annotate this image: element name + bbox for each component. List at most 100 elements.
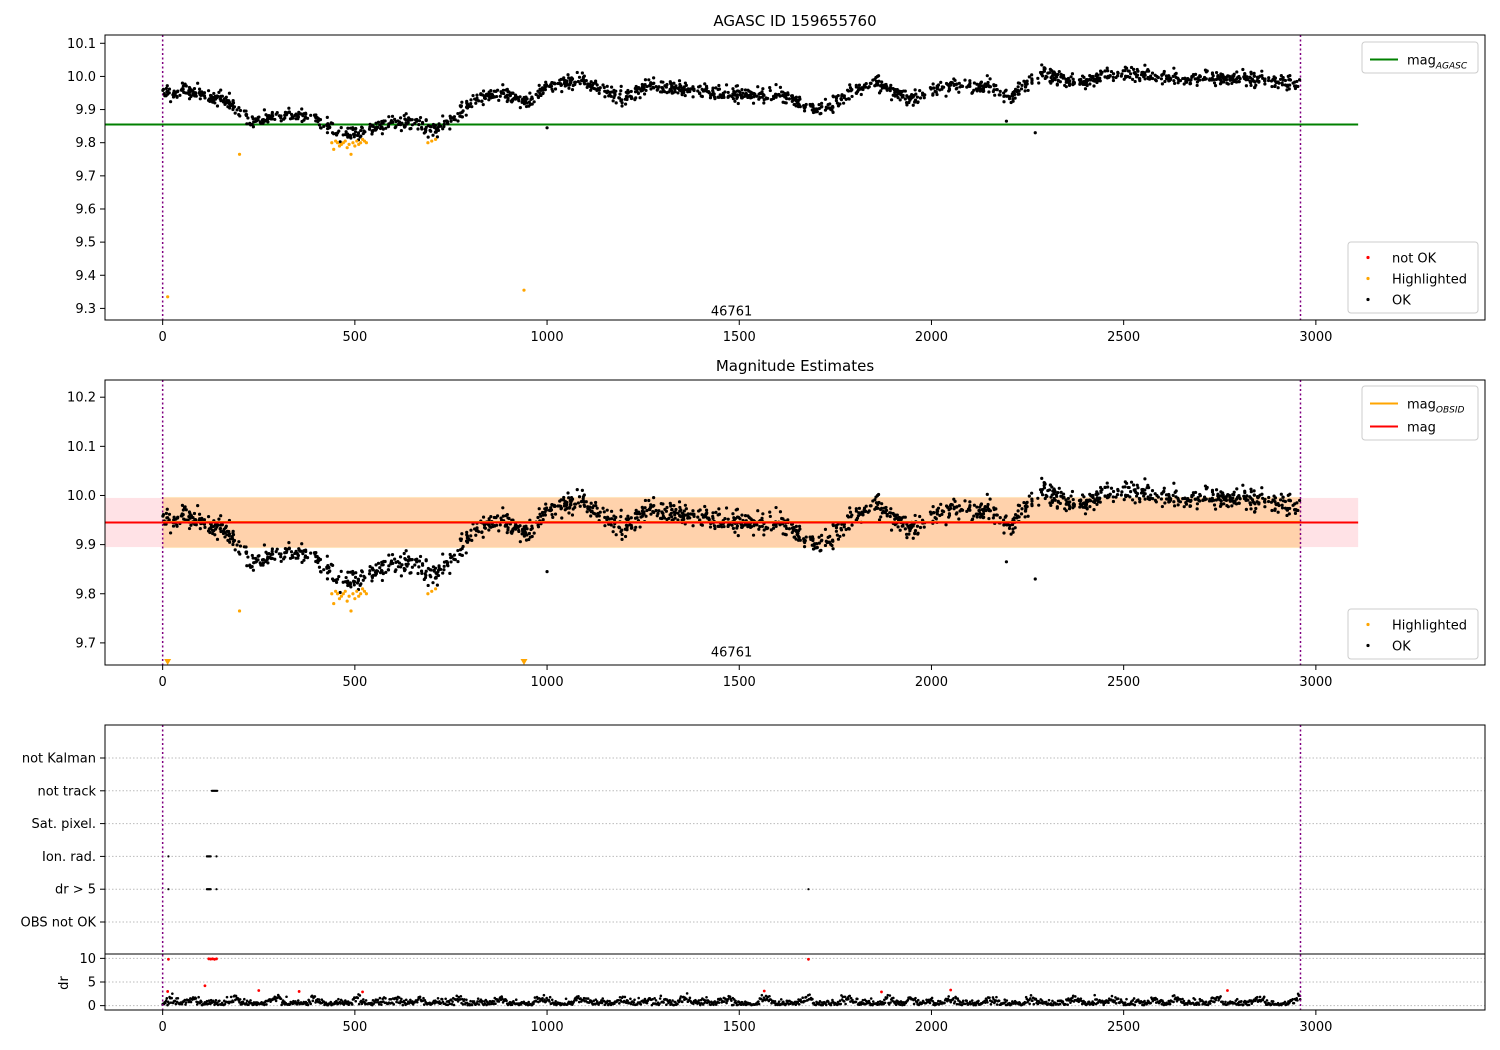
dr-ok-point <box>620 1000 623 1003</box>
agasc-ok-point <box>1224 75 1228 79</box>
agasc-ok-point <box>1071 80 1075 85</box>
agasc-ok-point <box>619 84 623 88</box>
agasc-ok-point <box>230 102 234 106</box>
magnitude-ok-point <box>783 524 787 528</box>
dr-ok-point <box>698 1003 702 1007</box>
dr-ok-point <box>723 1000 726 1003</box>
agasc-ok-point <box>756 85 760 89</box>
magnitude-ok-point <box>595 506 599 510</box>
agasc-ok-point <box>448 127 452 131</box>
agasc-ok-point <box>317 123 322 127</box>
magnitude-ok-point <box>435 583 439 587</box>
magnitude-ok-point <box>1007 526 1012 530</box>
agasc-ok-point <box>522 95 526 100</box>
agasc-ok-point <box>1283 78 1288 83</box>
magnitude-ok-point <box>262 543 266 547</box>
magnitude-ok-point <box>957 517 961 521</box>
dr-ok-point <box>811 997 814 1001</box>
agasc-ok-point <box>445 120 450 124</box>
magnitude-ok-point <box>649 503 653 507</box>
magnitude-ok-point <box>398 555 403 559</box>
magnitude-ok-point <box>428 568 432 572</box>
agasc-ok-point <box>351 132 356 136</box>
agasc-ok-point <box>449 119 453 123</box>
agasc-ok-point <box>661 88 665 92</box>
agasc-ok-point <box>701 89 706 93</box>
magnitude-ok-point <box>325 577 330 581</box>
dr-ok-point <box>839 1002 843 1006</box>
dr-ok-point <box>887 1003 891 1006</box>
magnitude-ok-point <box>348 570 353 574</box>
agasc-ok-point <box>1071 77 1075 81</box>
magnitude-xtick-label: 1500 <box>723 675 756 690</box>
agasc-ok-point <box>318 126 323 130</box>
agasc-ok-point <box>880 86 885 90</box>
magnitude-ok-point <box>209 526 213 530</box>
flag-point <box>167 888 170 891</box>
dr-ok-point <box>888 994 892 997</box>
magnitude-ok-point <box>551 515 555 520</box>
magnitude-ok-point <box>1061 492 1066 496</box>
dr-ok-point <box>985 998 989 1002</box>
dr-ok-point <box>777 1000 781 1003</box>
magnitude-ok-point <box>781 532 785 536</box>
agasc-ok-point <box>998 89 1002 93</box>
magnitude-ok-point <box>492 515 496 520</box>
magnitude-ok-point <box>1237 501 1241 505</box>
agasc-ok-point <box>593 87 597 91</box>
agasc-ok-point <box>735 96 739 101</box>
agasc-ok-point <box>809 104 813 108</box>
dr-ok-point <box>492 1000 496 1003</box>
agasc-ok-point <box>487 92 491 96</box>
dr-ok-point <box>477 1003 481 1006</box>
agasc-ok-point <box>889 98 894 102</box>
agasc-point-legend-label: not OK <box>1392 252 1437 267</box>
magnitude-ok-point <box>771 526 776 530</box>
magnitude-ok-point <box>1253 510 1257 514</box>
agasc-ok-point <box>718 93 722 97</box>
dr-ok-point <box>764 994 768 998</box>
magnitude-ok-point <box>1081 501 1085 506</box>
agasc-ok-point <box>823 108 828 112</box>
dr-ok-point <box>436 996 440 1000</box>
magnitude-ok-point <box>1016 509 1020 513</box>
magnitude-ok-point <box>489 514 493 519</box>
agasc-ok-point <box>987 84 991 88</box>
dr-ok-point <box>320 998 324 1001</box>
agasc-ok-point <box>778 85 783 89</box>
magnitude-ok-point <box>846 526 851 531</box>
agasc-ok-point <box>875 83 879 87</box>
dr-ok-point <box>739 1003 743 1007</box>
dr-ok-point <box>624 1001 628 1005</box>
agasc-ok-point <box>965 85 969 89</box>
agasc-ok-point <box>1023 89 1027 93</box>
magnitude-ok-point <box>619 530 623 534</box>
agasc-ok-point <box>1011 97 1015 101</box>
magnitude-ok-point <box>370 579 374 583</box>
magnitude-ok-point <box>252 561 256 565</box>
magnitude-ok-point <box>1195 507 1199 511</box>
agasc-ok-point <box>1122 77 1126 81</box>
magnitude-ok-point <box>824 539 828 543</box>
magnitude-ok-point <box>246 555 250 559</box>
agasc-ok-point <box>471 93 475 98</box>
magnitude-ok-point <box>1133 501 1137 505</box>
magnitude-ok-point <box>477 530 481 534</box>
agasc-ok-point <box>428 124 432 129</box>
agasc-ok-point <box>1126 69 1130 73</box>
magnitude-ok-point <box>791 526 795 530</box>
agasc-ok-point <box>1222 80 1226 84</box>
magnitude-ok-point <box>804 535 808 539</box>
agasc-ok-point <box>774 82 778 87</box>
magnitude-ok-point <box>303 554 308 558</box>
magnitude-ok-point <box>835 533 839 537</box>
agasc-ok-point <box>850 94 854 99</box>
agasc-ok-point <box>1297 78 1302 82</box>
dr-ok-point <box>759 997 763 1001</box>
magnitude-ok-point <box>633 511 637 515</box>
agasc-ok-point <box>762 98 766 102</box>
dr-ok-point <box>194 997 198 1000</box>
magnitude-ok-point <box>216 523 220 527</box>
dr-ok-point <box>632 1001 636 1004</box>
agasc-ok-point <box>474 101 478 105</box>
